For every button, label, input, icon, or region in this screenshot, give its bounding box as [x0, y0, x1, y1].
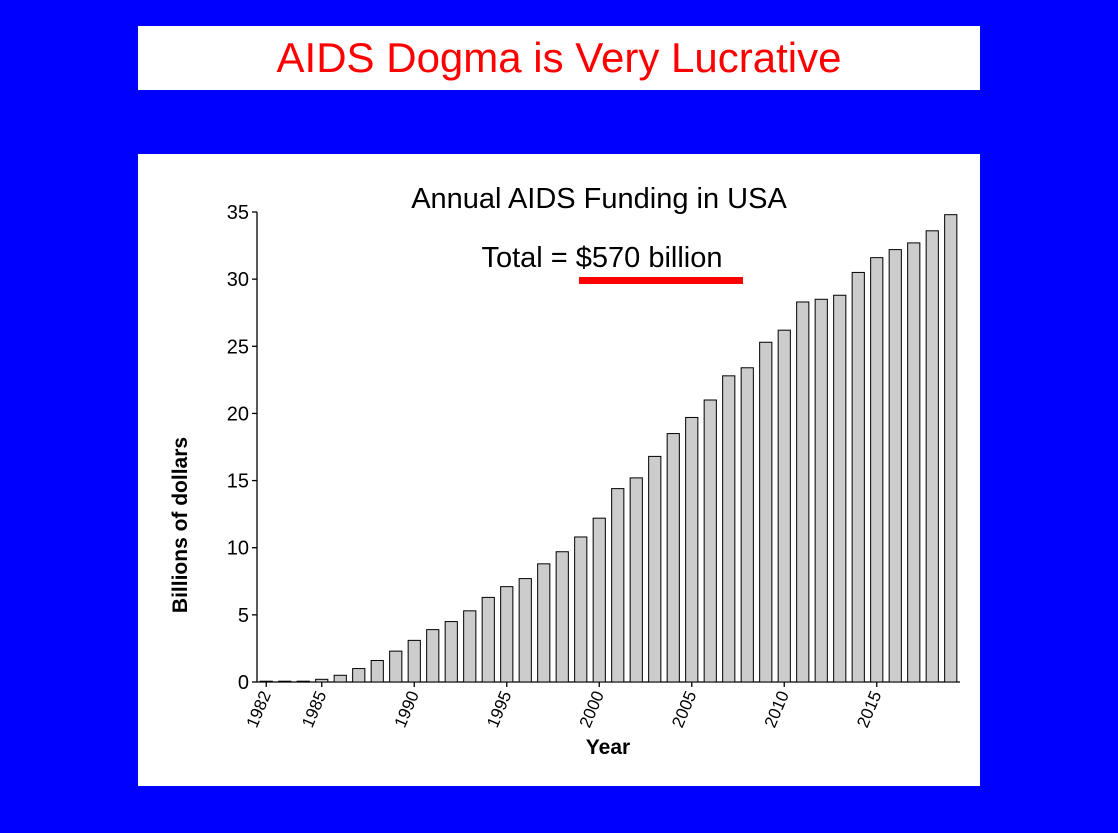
- bar-1983: [278, 680, 292, 683]
- y-tick-label: 25: [227, 336, 249, 358]
- bar-2006: [703, 399, 717, 683]
- y-tick-label: 20: [227, 403, 249, 425]
- x-tick-label: 1990: [391, 688, 423, 730]
- bar-2003: [648, 455, 662, 683]
- bar-2016: [888, 249, 902, 683]
- x-tick-label: 1982: [243, 688, 275, 730]
- slide-title: AIDS Dogma is Very Lucrative: [276, 34, 842, 81]
- bar-2013: [833, 294, 847, 683]
- bar-1999: [574, 536, 588, 683]
- bar-2014: [851, 271, 865, 683]
- chart-subtitle-highlight: $570 billion: [576, 242, 723, 274]
- bar-1984: [296, 680, 310, 683]
- bar-1993: [463, 610, 477, 683]
- bar-1989: [389, 650, 403, 683]
- bar-2011: [796, 301, 810, 683]
- bar-2007: [722, 375, 736, 683]
- bar-2009: [759, 341, 773, 683]
- y-axis-title: Billions of dollars: [169, 437, 192, 613]
- bar-2002: [629, 477, 643, 683]
- chart-panel: Annual AIDS Funding in USA Total = $570 …: [138, 154, 980, 786]
- chart-title: Annual AIDS Funding in USA: [411, 183, 787, 215]
- title-banner: AIDS Dogma is Very Lucrative: [138, 26, 980, 90]
- bar-1996: [518, 578, 532, 683]
- funding-bar-chart: Annual AIDS Funding in USA Total = $570 …: [169, 183, 960, 759]
- y-axis: 0 5 10 15 20 25 30 35: [227, 202, 258, 694]
- bar-2019: [944, 214, 958, 683]
- chart-subtitle-prefix: Total =: [481, 242, 575, 274]
- bar-2010: [777, 329, 791, 683]
- bar-2015: [870, 257, 884, 683]
- y-tick-label: 15: [227, 471, 249, 493]
- bar-2000: [592, 517, 606, 683]
- bars: [259, 214, 958, 683]
- bar-2012: [814, 298, 828, 683]
- x-axis: 1982 1985 1990 1995 2000 2005 2010 2015: [243, 681, 960, 730]
- bar-1998: [555, 551, 569, 683]
- x-tick-label: 2010: [761, 688, 793, 730]
- bar-2001: [611, 488, 625, 683]
- bar-1988: [370, 660, 384, 683]
- chart-subtitle: Total = $570 billion: [481, 242, 722, 274]
- bar-2008: [740, 367, 754, 683]
- x-tick-label: 2015: [853, 688, 885, 730]
- x-tick-label: 1995: [483, 688, 515, 730]
- x-tick-label: 2005: [668, 688, 700, 730]
- bar-2004: [666, 433, 680, 683]
- bar-1985: [315, 678, 329, 683]
- bar-2017: [907, 242, 921, 683]
- y-tick-label: 5: [238, 605, 249, 627]
- x-axis-title: Year: [586, 736, 630, 759]
- bar-1994: [481, 596, 495, 683]
- bar-1982: [259, 680, 273, 683]
- bar-1997: [537, 563, 551, 683]
- y-tick-label: 10: [227, 538, 249, 560]
- bar-1986: [333, 674, 347, 683]
- bar-2018: [925, 230, 939, 683]
- x-tick-label: 2000: [576, 688, 608, 730]
- bar-1992: [444, 621, 458, 683]
- y-tick-label: 0: [238, 672, 249, 694]
- total-underline: [579, 277, 743, 284]
- bar-1995: [500, 586, 514, 683]
- x-tick-label: 1985: [298, 688, 330, 730]
- y-tick-label: 30: [227, 269, 249, 291]
- bar-1990: [407, 639, 421, 683]
- bar-1987: [352, 668, 366, 683]
- y-tick-label: 35: [227, 202, 249, 224]
- bar-1991: [426, 629, 440, 683]
- bar-2005: [685, 416, 699, 683]
